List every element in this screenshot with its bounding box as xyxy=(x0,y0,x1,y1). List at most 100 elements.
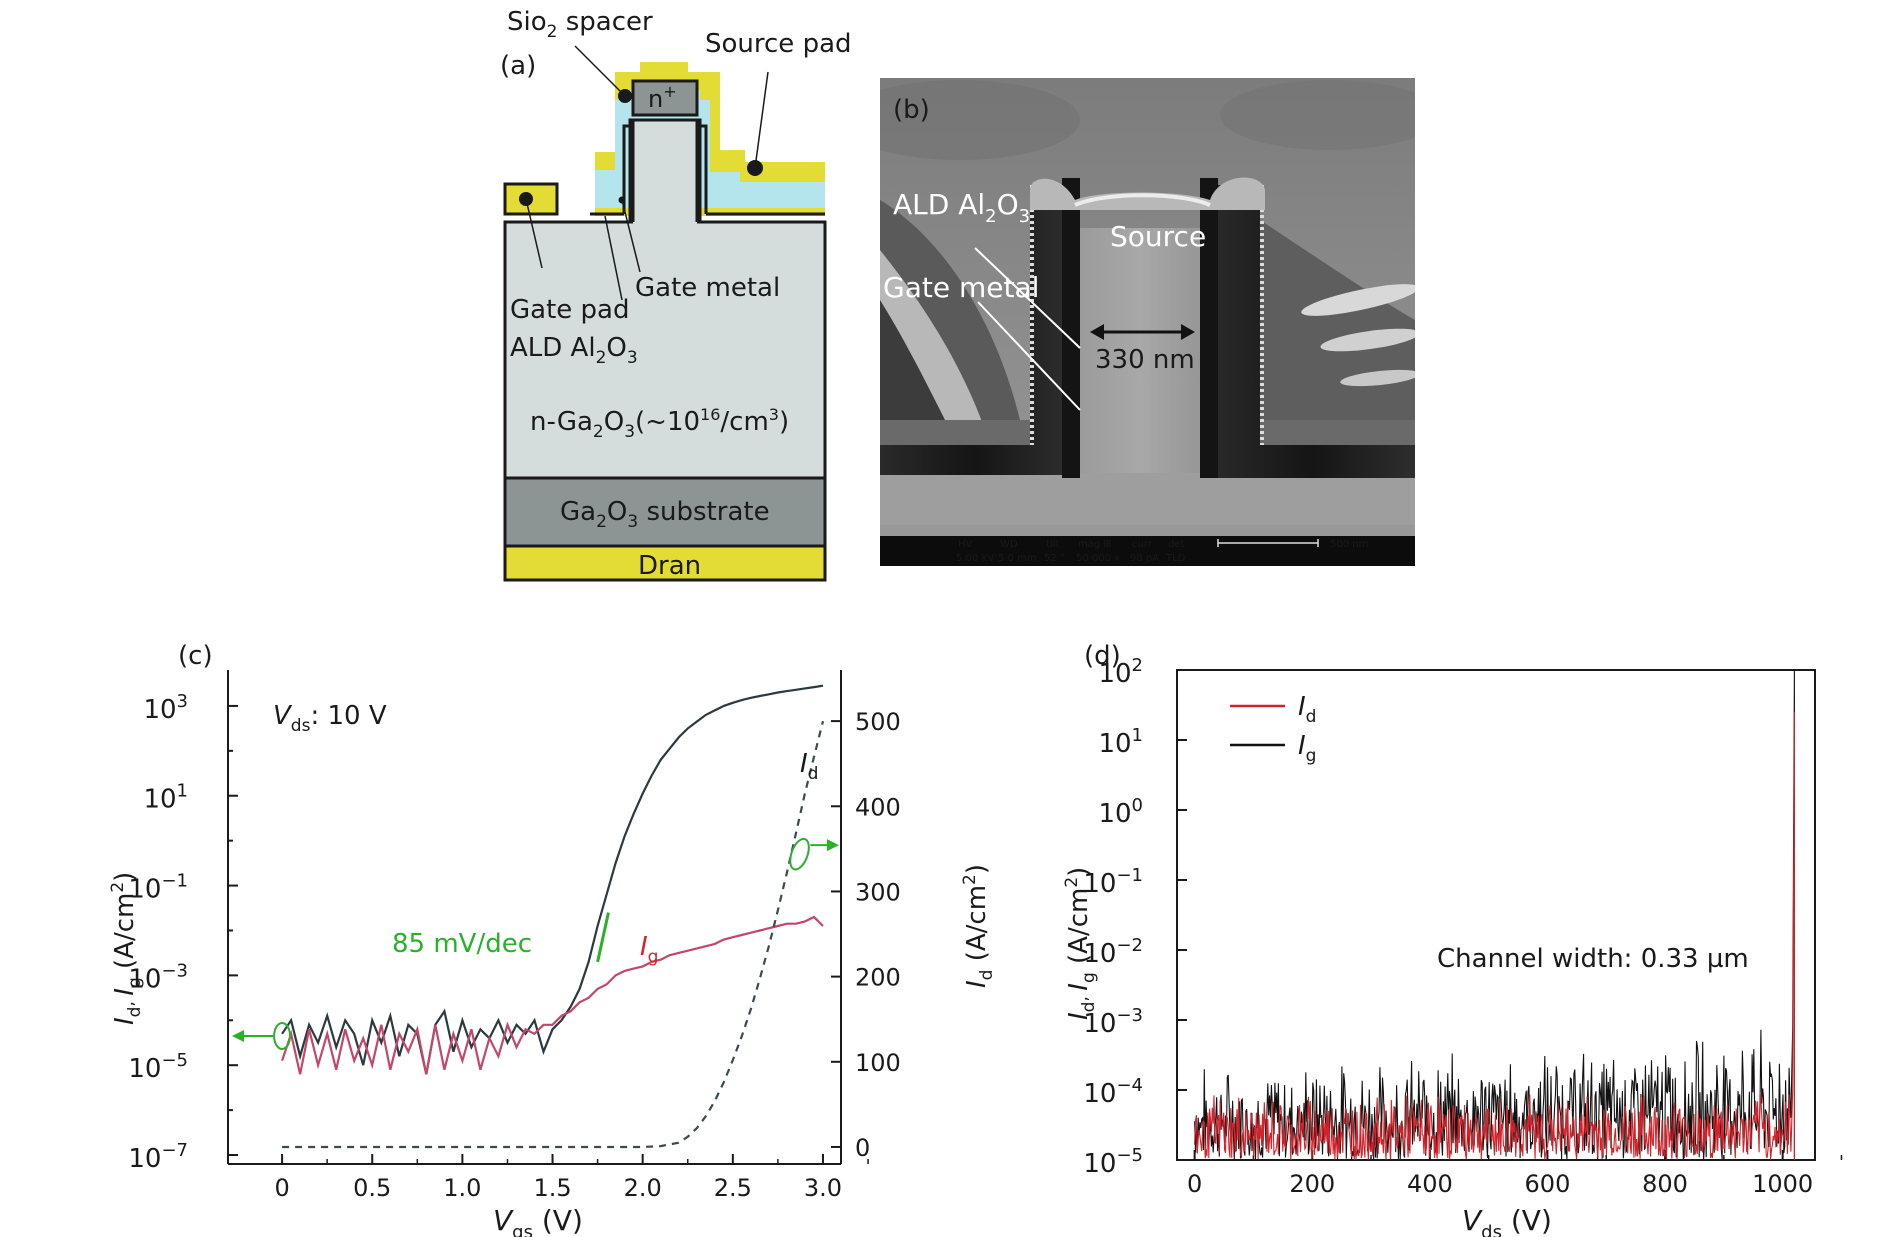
x-tick-label: 2.0 xyxy=(624,1174,662,1202)
y2-tick-label: 400 xyxy=(855,793,901,821)
sio2-leader xyxy=(574,45,626,97)
plot-frame xyxy=(1176,669,1816,1161)
panel-d-label: (d) xyxy=(1084,641,1121,671)
n-plus-region xyxy=(631,79,699,117)
right-arrow-head xyxy=(827,839,839,852)
y2-tick-label: 200 xyxy=(855,964,901,992)
sem-info-bar xyxy=(880,536,1415,566)
gate-metal-label: Gate metal xyxy=(635,273,780,303)
y-tick-label: 101 xyxy=(1098,725,1143,759)
scale-bar-label: 500 nm xyxy=(1330,539,1368,550)
sem-info-value: 5.0 mm xyxy=(998,553,1037,564)
channel-width-annotation: Channel width: 0.33 µm xyxy=(1437,944,1749,974)
sem-gate-metal-label: Gate metal xyxy=(883,271,1039,304)
panel-c: (c) 0 0.5 1.0 1.5 2.0 2.5 3.0 103 101 10−1 10−3 10−… xyxy=(108,641,997,1237)
x-tick-label: 200 xyxy=(1289,1170,1335,1198)
sem-ald-leader xyxy=(974,247,1081,349)
sem-info-header: det xyxy=(1168,539,1185,550)
y-tick-label: 10−2 xyxy=(1083,935,1143,969)
legend-id-label: Id xyxy=(1298,692,1316,727)
legend-ig-label: Ig xyxy=(1298,731,1316,766)
series-id-log- xyxy=(281,684,824,1075)
dimension-label: 330 nm xyxy=(1095,345,1195,375)
sem-info-header: curr xyxy=(1132,539,1153,550)
x-tick-label: 3.0 xyxy=(804,1174,842,1202)
panel-b-label: (b) xyxy=(893,95,930,125)
x-tick-label: 0 xyxy=(274,1174,289,1202)
left-arrow-head xyxy=(232,1030,244,1043)
gate-metal-leader xyxy=(621,199,641,273)
y2-tick-label: 100 xyxy=(855,1049,901,1077)
n-plus-label: n+ xyxy=(648,82,677,113)
substrate-label: Ga2O3 substrate xyxy=(560,497,770,532)
x-tick-label: 800 xyxy=(1642,1170,1688,1198)
slope-label: 85 mV/dec xyxy=(392,929,532,959)
series-id xyxy=(1194,711,1795,1161)
panel-d-xlabel: Vds (V) xyxy=(1462,1204,1552,1237)
y-tick-label: 103 xyxy=(143,691,188,725)
sem-info-value: 50 000 x xyxy=(1076,553,1120,564)
sem-info-value: TLD xyxy=(1165,553,1186,564)
x-tick-label: 400 xyxy=(1407,1170,1453,1198)
panel-d: (d) 0 200 400 600 800 1000 102 101 100 10−1 10−2 10… xyxy=(1062,641,1843,1237)
ald-label: ALD Al2O3 xyxy=(510,333,638,368)
sem-info-value: 98 pA xyxy=(1130,553,1159,564)
x-tick-label: 1000 xyxy=(1752,1170,1813,1198)
y-tick-label: 10−5 xyxy=(128,1050,188,1084)
left-axis-circle xyxy=(273,1022,292,1051)
y2-tick-label: 500 xyxy=(855,708,901,736)
y-tick-label: 10−7 xyxy=(128,1140,188,1174)
sem-info-header: HV xyxy=(958,539,973,550)
y-tick-label: 10−3 xyxy=(128,960,188,994)
sem-info-header: mag ⊞ xyxy=(1078,539,1112,550)
sem-gate-leader xyxy=(977,301,1081,411)
sem-ald-label: ALD Al2O3 xyxy=(893,188,1030,227)
right-axis-circle xyxy=(789,837,810,871)
y2-tick-label: 0 xyxy=(855,1134,870,1162)
panel-c-xlabel: Vgs (V) xyxy=(493,1204,583,1237)
sem-info-value: 5.00 kV xyxy=(956,553,994,564)
y-tick-label: 101 xyxy=(143,781,188,815)
ald-leader xyxy=(604,215,623,301)
x-tick-label: 600 xyxy=(1525,1170,1571,1198)
panel-d-ylabel: Id, Ig (A/cm2) xyxy=(1062,867,1099,1020)
panel-c-left-ylabel: Id, Ig (A/cm2) xyxy=(108,872,145,1025)
panel-c-right-ylabel: Id (A/cm2) xyxy=(960,864,997,988)
panel-a: (a) n+ Sio2 space xyxy=(500,7,852,582)
sem-source-label: Source xyxy=(1110,220,1206,253)
y-tick-label: 10−5 xyxy=(1083,1145,1143,1179)
y-tick-label: 10−3 xyxy=(1083,1005,1143,1039)
panel-a-label: (a) xyxy=(500,51,536,81)
y-tick-label: 10−1 xyxy=(128,871,188,905)
gate-pad-label: Gate pad xyxy=(510,295,629,325)
series-ig xyxy=(1194,669,1795,1161)
x-tick-label: 1.0 xyxy=(443,1174,481,1202)
x-tick-label: 0 xyxy=(1187,1170,1202,1198)
id-curve-label: Id xyxy=(800,749,818,784)
y2-tick-label: 300 xyxy=(855,878,901,906)
drain-layer xyxy=(503,544,827,582)
source-pad-label: Source pad xyxy=(705,29,852,59)
panel-c-label: (c) xyxy=(178,641,213,671)
y-tick-label: 10−4 xyxy=(1083,1075,1143,1109)
sio2-spacer-label: Sio2 spacer xyxy=(507,7,653,42)
substrate-layer xyxy=(503,476,827,548)
y-tick-label: 100 xyxy=(1098,795,1143,829)
y-tick-label: 102 xyxy=(1098,655,1143,689)
y-tick-label: 10−1 xyxy=(1083,865,1143,899)
fin-body xyxy=(633,120,697,224)
sem-info-header: tilt xyxy=(1046,539,1059,550)
ig-curve-label: Ig xyxy=(640,932,658,967)
x-tick-label: 1.5 xyxy=(533,1174,571,1202)
x-tick-label: 2.5 xyxy=(714,1174,752,1202)
drift-label: n-Ga2O3(~1016/cm3) xyxy=(530,405,789,442)
panel-b-sem-image: ALD Al2O3 Source Gate metal 330 nm (b) H… xyxy=(880,78,1415,566)
gate-metal-walls xyxy=(622,124,708,214)
source-pad-leader xyxy=(754,71,769,169)
vds-annotation: Vds: 10 V xyxy=(273,701,387,736)
drain-label: Dran xyxy=(638,551,701,581)
gate-metal-strip xyxy=(595,208,825,216)
x-tick-label: 0.5 xyxy=(353,1174,391,1202)
sem-info-value: 52 ° xyxy=(1044,553,1065,564)
